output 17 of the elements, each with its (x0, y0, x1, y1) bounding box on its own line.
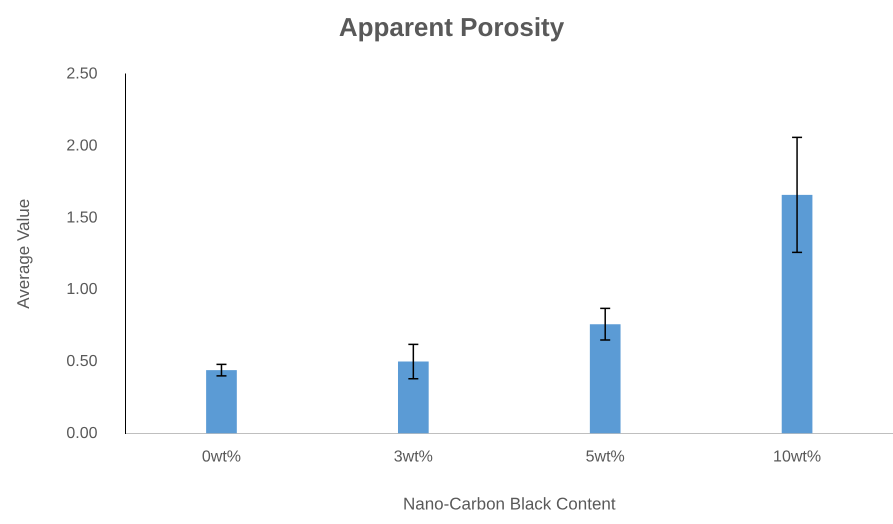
y-tick-label: 0.50 (66, 352, 98, 370)
bar (206, 370, 237, 434)
bar (782, 194, 812, 434)
x-axis-title: Nano-Carbon Black Content (402, 494, 616, 514)
bar (398, 362, 429, 434)
y-tick-label: 2.00 (66, 137, 98, 154)
bar (590, 324, 621, 434)
x-tick-label: 3wt% (394, 448, 433, 466)
y-tick-label: 2.50 (66, 66, 98, 83)
y-tick-label: 1.00 (66, 281, 98, 298)
x-tick-label: 5wt% (586, 448, 625, 466)
y-tick-label: 0.00 (66, 424, 98, 442)
x-tick-label: 10wt% (773, 448, 822, 466)
y-axis-title: Average Value (14, 198, 33, 309)
chart-title: Apparent Porosity (338, 12, 565, 42)
y-tick-label: 1.50 (66, 209, 98, 226)
x-tick-label: 0wt% (202, 448, 242, 466)
